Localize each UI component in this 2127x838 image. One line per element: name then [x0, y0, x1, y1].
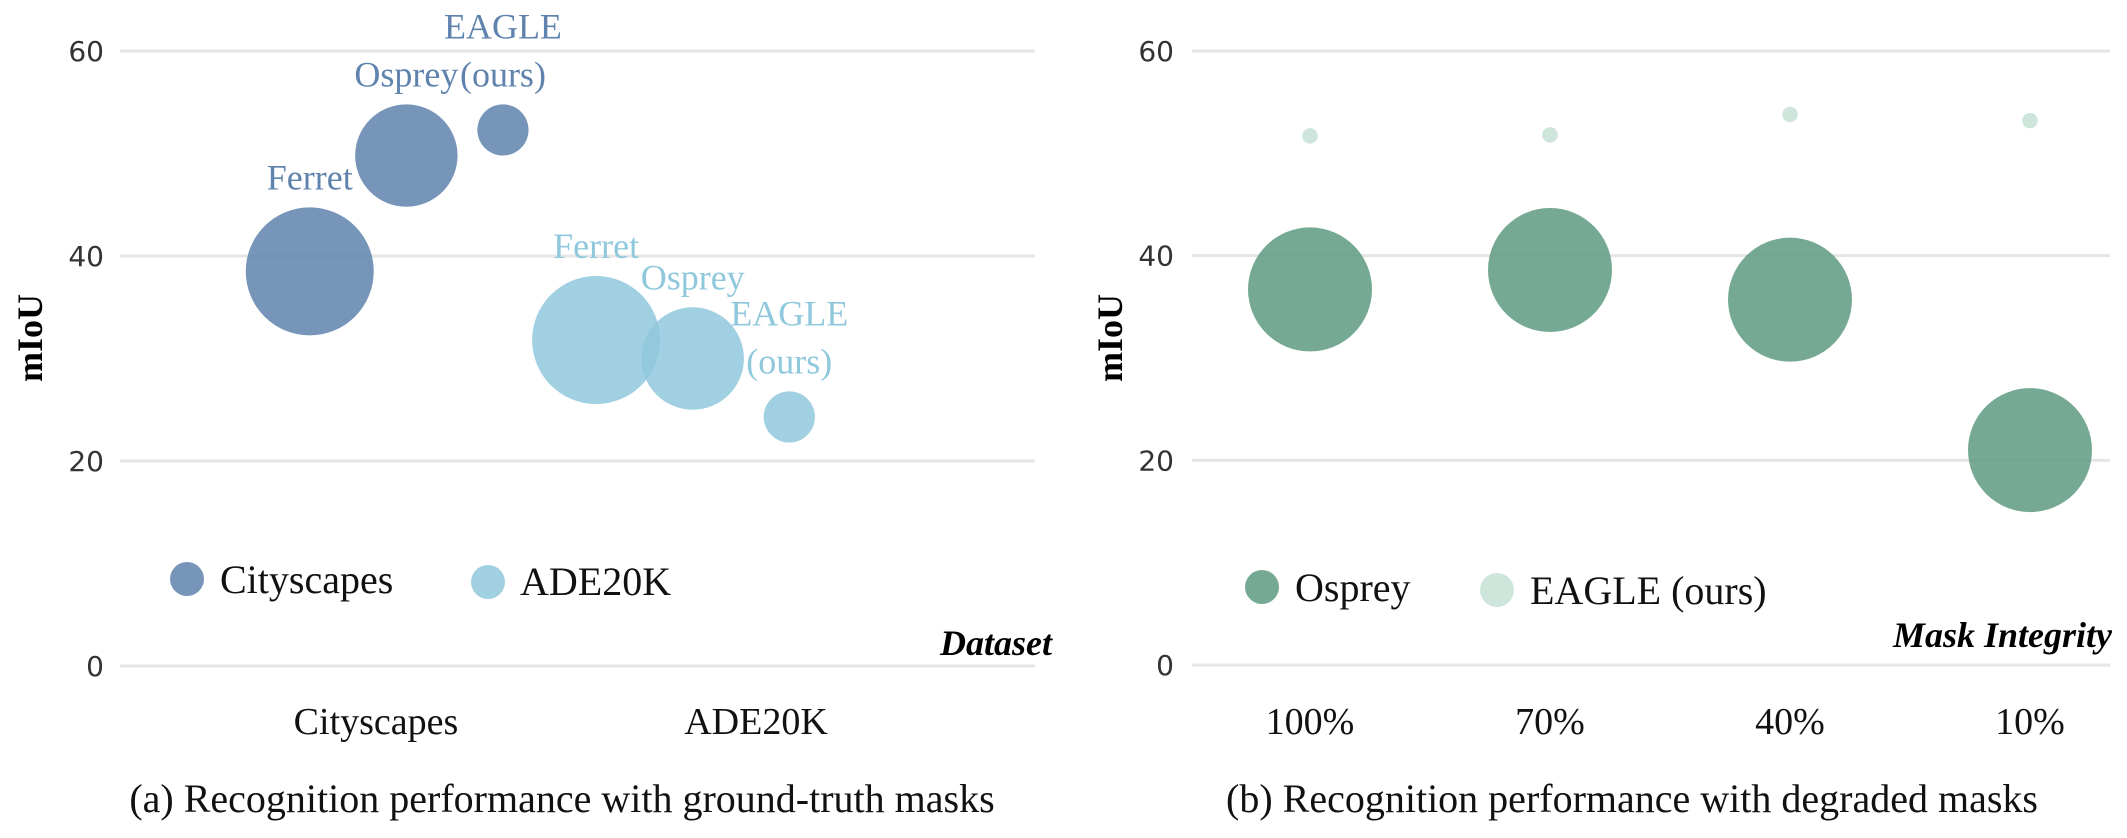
legend-marker-cityscapes	[170, 562, 204, 596]
panel-b-legend: Osprey EAGLE (ours)	[1245, 565, 1767, 613]
x-tick-ade20k: ADE20K	[684, 701, 828, 743]
legend-label-cityscapes: Cityscapes	[220, 557, 393, 602]
x-tick-100pct: 100%	[1266, 701, 1355, 743]
y-tick-label: 20	[1138, 444, 1174, 477]
bubble-eagle-70pct	[1542, 127, 1558, 143]
y-tick-label: 60	[1138, 35, 1174, 68]
panel-a-caption: (a) Recognition performance with ground-…	[129, 776, 994, 821]
bubble-label: Ferret	[553, 226, 639, 266]
x-tick-70pct: 70%	[1515, 701, 1585, 743]
panel-b-ylabel: mIoU	[1090, 294, 1130, 382]
legend-marker-osprey	[1245, 570, 1279, 604]
legend-label-eagle: EAGLE (ours)	[1530, 568, 1767, 613]
x-tick-10pct: 10%	[1995, 701, 2065, 743]
legend-marker-ade20k	[471, 565, 505, 599]
panel-b-xlabel: Mask Integrity	[1892, 615, 2113, 655]
legend-label-ade20k: ADE20K	[520, 559, 671, 604]
bubble-label: Osprey	[354, 54, 458, 94]
y-tick-label: 20	[68, 445, 104, 478]
bubble-ade20k-eagle	[763, 391, 815, 443]
bubble-osprey-10pct	[1968, 388, 2092, 513]
bubble-eagle-10pct	[2022, 112, 2038, 129]
x-tick-cityscapes: Cityscapes	[294, 701, 459, 743]
bubble-cityscapes-ferret	[245, 207, 374, 336]
bubble-osprey-100pct	[1248, 227, 1372, 352]
legend-label-osprey: Osprey	[1295, 565, 1411, 610]
panel-b: mIoU 0 20 40 60 Osprey EAGLE (ours) Mask In…	[1090, 35, 2113, 821]
y-tick-label: 40	[68, 240, 104, 273]
bubble-eagle-40pct	[1782, 106, 1798, 123]
y-tick-label: 60	[68, 35, 104, 68]
bubble-osprey-40pct	[1728, 237, 1852, 362]
bubble-eagle-100pct	[1302, 128, 1318, 144]
x-tick-40pct: 40%	[1755, 701, 1825, 743]
bubble-label: EAGLE (ours)	[444, 6, 562, 94]
bubble-ade20k-ferret	[532, 276, 661, 405]
bubble-osprey-70pct	[1488, 207, 1612, 332]
y-tick-label: 0	[86, 650, 104, 683]
y-tick-label: 40	[1138, 240, 1174, 273]
panel-b-caption: (b) Recognition performance with degrade…	[1226, 776, 2038, 821]
legend-marker-eagle	[1480, 573, 1514, 607]
panel-a-xlabel: Dataset	[939, 623, 1053, 663]
bubble-label: EAGLE (ours)	[730, 293, 848, 381]
bubble-label: Ferret	[267, 157, 353, 197]
bubble-cityscapes-osprey	[355, 104, 458, 207]
y-tick-label: 0	[1156, 649, 1174, 682]
bubble-ade20k-osprey	[641, 307, 744, 410]
bubble-cityscapes-eagle	[477, 104, 529, 156]
panel-a-ylabel: mIoU	[10, 294, 50, 382]
bubble-label: Osprey	[641, 257, 745, 297]
panel-a-legend: Cityscapes ADE20K	[170, 557, 671, 604]
